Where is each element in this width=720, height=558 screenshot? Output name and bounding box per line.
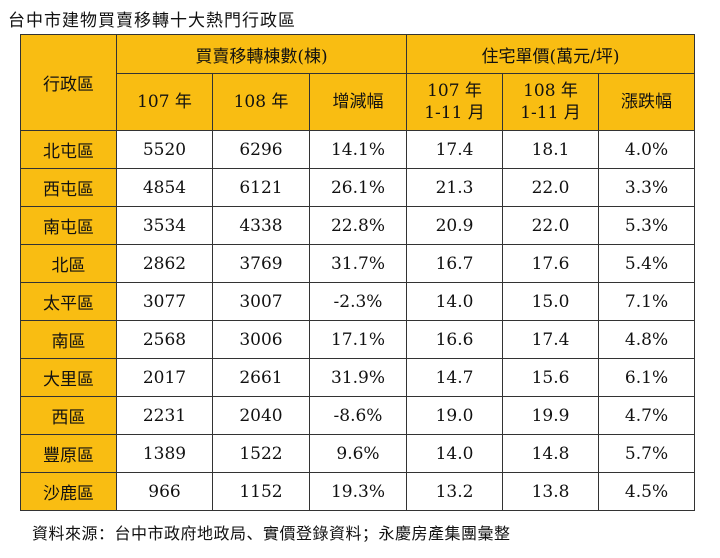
cell-transfer-108: 3769 (212, 244, 310, 283)
table-row: 北屯區 5520 6296 14.1% 17.4 18.1 4.0% (20, 130, 696, 169)
cell-district: 沙鹿區 (20, 472, 117, 511)
cell-district: 北區 (20, 244, 117, 283)
cell-district: 北屯區 (20, 130, 117, 169)
header-price-107-period: 1-11 月 (424, 103, 485, 123)
header-transfer-107: 107 年 (116, 73, 213, 131)
cell-transfer-change: 14.1% (309, 130, 407, 169)
header-district: 行政區 (20, 34, 117, 131)
cell-price-108: 17.4 (502, 320, 599, 359)
cell-price-108: 18.1 (502, 130, 599, 169)
cell-price-change: 5.7% (597, 434, 696, 473)
cell-transfer-107: 2231 (116, 396, 213, 435)
cell-price-108: 15.6 (502, 358, 599, 397)
cell-price-107: 17.4 (406, 130, 503, 169)
cell-transfer-change: 22.8% (309, 206, 407, 245)
cell-price-108: 22.0 (502, 206, 599, 245)
cell-price-108: 17.6 (502, 244, 599, 283)
cell-price-107: 13.2 (406, 472, 503, 511)
cell-transfer-107: 4854 (116, 168, 213, 207)
cell-transfer-107: 966 (116, 472, 213, 511)
cell-price-108: 15.0 (502, 282, 599, 321)
cell-transfer-108: 6121 (212, 168, 310, 207)
cell-price-107: 14.0 (406, 282, 503, 321)
cell-transfer-107: 2862 (116, 244, 213, 283)
cell-transfer-change: -2.3% (309, 282, 407, 321)
header-transfer-change: 增減幅 (309, 73, 407, 131)
cell-price-107: 14.0 (406, 434, 503, 473)
cell-price-change: 4.8% (597, 320, 696, 359)
cell-transfer-change: 31.9% (309, 358, 407, 397)
cell-transfer-107: 3077 (116, 282, 213, 321)
cell-transfer-108: 4338 (212, 206, 310, 245)
cell-district: 南屯區 (20, 206, 117, 245)
cell-transfer-108: 1152 (212, 472, 310, 511)
cell-transfer-107: 2017 (116, 358, 213, 397)
header-price-107: 107 年 1-11 月 (406, 73, 503, 131)
cell-district: 大里區 (20, 358, 117, 397)
header-price-group: 住宅單價(萬元/坪) (405, 34, 696, 74)
cell-district: 南區 (20, 320, 117, 359)
cell-price-change: 6.1% (597, 358, 696, 397)
cell-price-108: 13.8 (502, 472, 599, 511)
cell-transfer-108: 3006 (212, 320, 310, 359)
cell-transfer-107: 1389 (116, 434, 213, 473)
table-row: 沙鹿區 966 1152 19.3% 13.2 13.8 4.5% (20, 472, 696, 511)
header-price-108-period: 1-11 月 (520, 103, 581, 123)
cell-transfer-107: 5520 (116, 130, 213, 169)
district-data-table: 行政區 買賣移轉棟數(棟) 住宅單價(萬元/坪) 107 年 108 年 增減幅… (20, 34, 696, 511)
cell-price-change: 3.3% (597, 168, 696, 207)
header-price-108-year: 108 年 (523, 81, 578, 101)
cell-district: 西屯區 (20, 168, 117, 207)
cell-price-107: 19.0 (406, 396, 503, 435)
cell-transfer-107: 2568 (116, 320, 213, 359)
cell-price-107: 14.7 (406, 358, 503, 397)
cell-transfer-change: 26.1% (309, 168, 407, 207)
header-price-107-year: 107 年 (427, 81, 482, 101)
cell-transfer-108: 2661 (212, 358, 310, 397)
cell-transfer-change: 17.1% (309, 320, 407, 359)
cell-price-change: 4.5% (597, 472, 696, 511)
cell-price-107: 20.9 (406, 206, 503, 245)
cell-price-108: 14.8 (502, 434, 599, 473)
cell-price-change: 4.7% (597, 396, 696, 435)
cell-price-change: 5.3% (597, 206, 696, 245)
cell-price-108: 19.9 (502, 396, 599, 435)
source-note: 資料來源：台中市政府地政局、實價登錄資料；永慶房產集團彙整 (32, 524, 511, 543)
cell-transfer-change: -8.6% (309, 396, 407, 435)
table-body: 北屯區 5520 6296 14.1% 17.4 18.1 4.0% 西屯區 4854 6121 2… (20, 130, 696, 511)
header-price-108: 108 年 1-11 月 (502, 73, 599, 131)
cell-transfer-107: 3534 (116, 206, 213, 245)
cell-transfer-108: 6296 (212, 130, 310, 169)
cell-price-change: 4.0% (597, 130, 696, 169)
cell-transfer-108: 3007 (212, 282, 310, 321)
table-row: 南區 2568 3006 17.1% 16.6 17.4 4.8% (20, 320, 696, 359)
header-row-2: 107 年 108 年 增減幅 107 年 1-11 月 108 年 1-11 … (21, 73, 696, 131)
header-price-change: 漲跌幅 (597, 73, 696, 131)
cell-transfer-108: 2040 (212, 396, 310, 435)
header-row-1: 行政區 買賣移轉棟數(棟) 住宅單價(萬元/坪) (20, 34, 696, 131)
cell-district: 豐原區 (20, 434, 117, 473)
table-row: 大里區 2017 2661 31.9% 14.7 15.6 6.1% (20, 358, 696, 397)
cell-transfer-change: 9.6% (309, 434, 407, 473)
cell-price-change: 5.4% (597, 244, 696, 283)
header-transfer-108: 108 年 (212, 73, 310, 131)
table-row: 豐原區 1389 1522 9.6% 14.0 14.8 5.7% (20, 434, 696, 473)
cell-price-108: 22.0 (502, 168, 599, 207)
cell-district: 西區 (20, 396, 117, 435)
cell-transfer-change: 31.7% (309, 244, 407, 283)
table-row: 太平區 3077 3007 -2.3% 14.0 15.0 7.1% (20, 282, 696, 321)
table-row: 北區 2862 3769 31.7% 16.7 17.6 5.4% (20, 244, 696, 283)
cell-price-107: 21.3 (406, 168, 503, 207)
cell-transfer-108: 1522 (212, 434, 310, 473)
cell-price-change: 7.1% (597, 282, 696, 321)
header-transfer-group: 買賣移轉棟數(棟) (116, 34, 407, 74)
page-title: 台中市建物買賣移轉十大熱門行政區 (8, 11, 296, 31)
cell-price-107: 16.6 (406, 320, 503, 359)
table-row: 西屯區 4854 6121 26.1% 21.3 22.0 3.3% (20, 168, 696, 207)
cell-transfer-change: 19.3% (309, 472, 407, 511)
cell-district: 太平區 (20, 282, 117, 321)
table-row: 西區 2231 2040 -8.6% 19.0 19.9 4.7% (20, 396, 696, 435)
table-row: 南屯區 3534 4338 22.8% 20.9 22.0 5.3% (20, 206, 696, 245)
cell-price-107: 16.7 (406, 244, 503, 283)
